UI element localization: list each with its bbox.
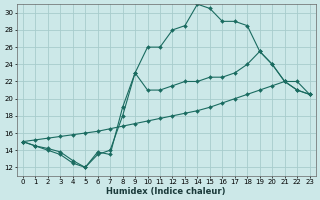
X-axis label: Humidex (Indice chaleur): Humidex (Indice chaleur) (107, 187, 226, 196)
